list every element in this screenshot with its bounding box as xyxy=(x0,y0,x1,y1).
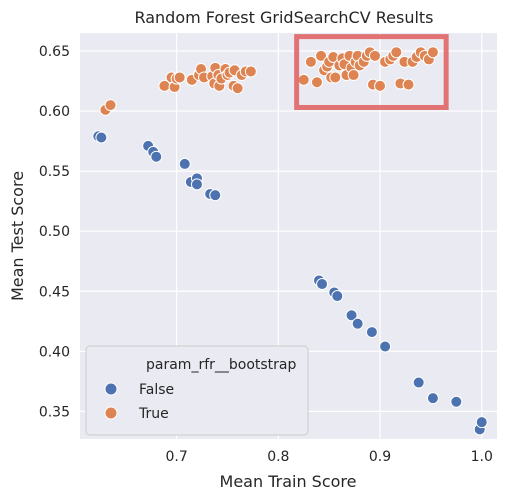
y-tick-label: 0.50 xyxy=(39,224,70,240)
point-true xyxy=(173,71,186,84)
point-false xyxy=(351,317,364,330)
highlight-box xyxy=(294,34,449,110)
point-false xyxy=(450,395,463,408)
y-tick-labels: 0.35 0.40 0.45 0.50 0.55 0.60 0.65 xyxy=(39,44,70,420)
point-true xyxy=(104,99,117,112)
point-true xyxy=(329,71,342,84)
legend-box xyxy=(85,345,309,436)
x-tick-label: 0.8 xyxy=(267,449,289,465)
y-tick-label: 0.60 xyxy=(39,104,70,120)
point-true xyxy=(402,78,415,91)
y-tick-label: 0.40 xyxy=(39,344,70,360)
x-tick-label: 0.7 xyxy=(165,449,187,465)
point-false xyxy=(426,392,439,405)
legend: param_rfr__bootstrap False True xyxy=(85,345,309,436)
legend-marker-false xyxy=(104,382,118,396)
point-true xyxy=(244,65,257,78)
point-false xyxy=(331,290,344,303)
y-tick-label: 0.65 xyxy=(39,44,70,60)
y-axis-label: Mean Test Score xyxy=(8,171,27,301)
point-true xyxy=(315,49,328,62)
y-tick-label: 0.45 xyxy=(39,284,70,300)
point-true xyxy=(390,46,403,59)
point-false xyxy=(95,131,108,144)
point-false xyxy=(316,278,329,291)
point-true xyxy=(347,69,360,82)
point-false xyxy=(475,416,488,429)
point-false xyxy=(345,309,358,322)
point-false xyxy=(365,326,378,339)
legend-marker-true xyxy=(104,406,118,420)
point-true xyxy=(368,49,381,62)
point-true xyxy=(310,76,323,89)
point-true xyxy=(304,55,317,68)
point-false xyxy=(178,157,191,170)
chart-title: Random Forest GridSearchCV Results xyxy=(134,8,433,27)
y-tick-label: 0.35 xyxy=(39,404,70,420)
data-points xyxy=(92,46,488,436)
point-false xyxy=(209,189,222,202)
point-true xyxy=(426,46,439,59)
x-axis-label: Mean Train Score xyxy=(220,472,357,491)
point-false xyxy=(150,150,163,163)
x-tick-label: 0.9 xyxy=(369,449,391,465)
point-true xyxy=(297,73,310,86)
point-false xyxy=(412,376,425,389)
point-false xyxy=(190,178,203,191)
legend-title: param_rfr__bootstrap xyxy=(146,357,297,373)
legend-label-true: True xyxy=(138,406,169,422)
x-tick-label: 1.0 xyxy=(471,449,493,465)
y-tick-label: 0.55 xyxy=(39,164,70,180)
legend-label-false: False xyxy=(139,382,174,398)
point-true xyxy=(374,79,387,92)
x-tick-labels: 0.7 0.8 0.9 1.0 xyxy=(165,449,492,465)
point-false xyxy=(379,340,392,353)
point-true xyxy=(231,82,244,95)
